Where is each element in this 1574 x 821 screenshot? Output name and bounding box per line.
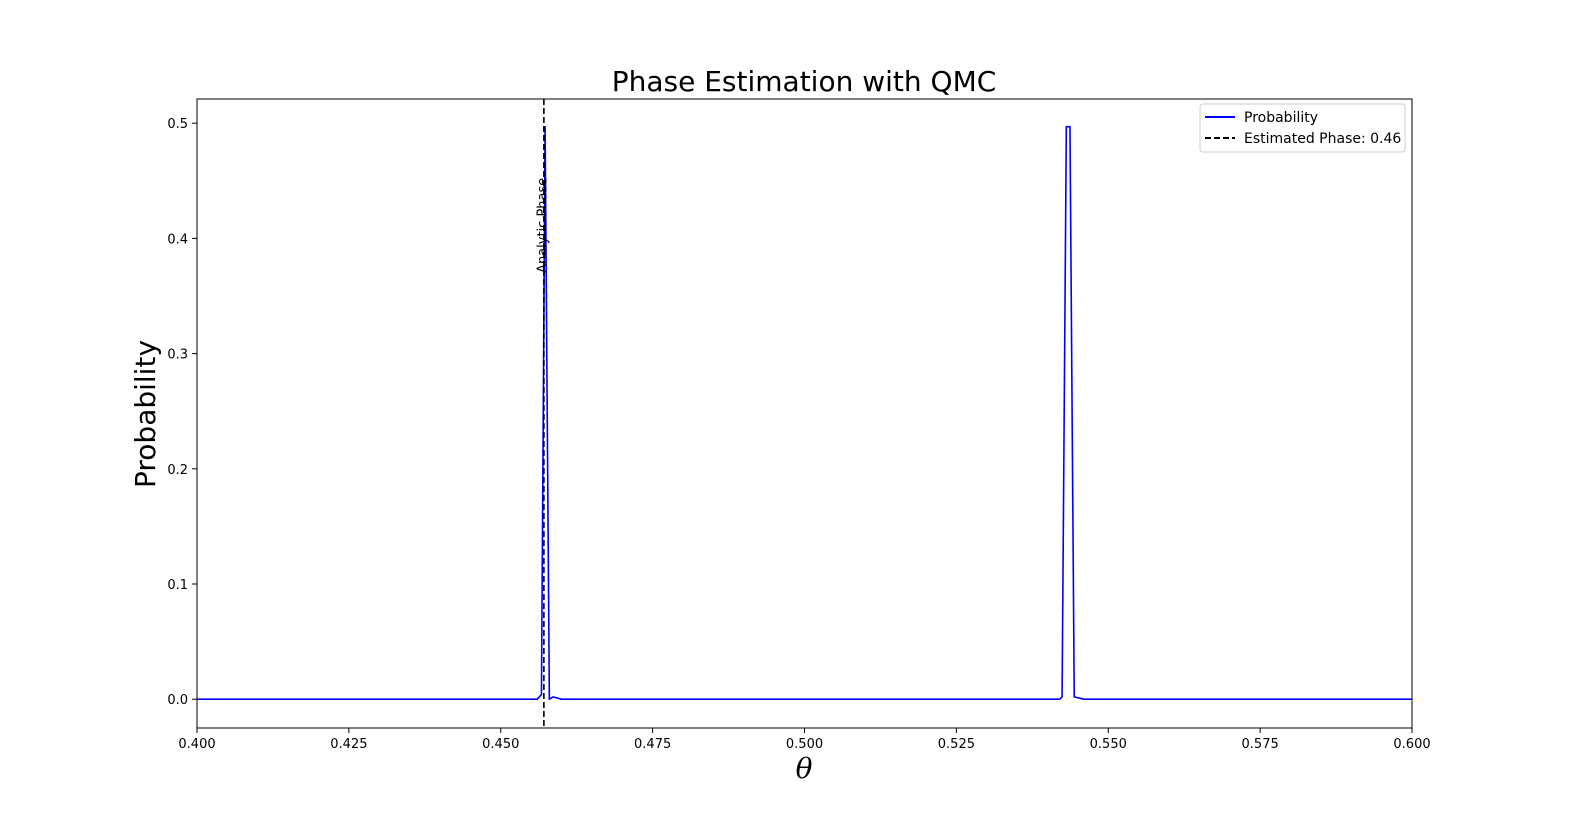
x-tick-label: 0.425: [330, 737, 367, 752]
x-axis-ticks: 0.400 0.425 0.450 0.475 0.500 0.525 0.550 0.575…: [178, 728, 1431, 752]
legend: Probability Estimated Phase: 0.46: [1199, 103, 1406, 153]
x-axis-label: θ: [796, 752, 813, 785]
plot-area: [197, 99, 1412, 728]
legend-probability-label: Probability: [1244, 110, 1318, 126]
x-tick-label: 0.450: [482, 737, 519, 752]
y-tick-label: 0.1: [167, 578, 188, 593]
x-tick-label: 0.525: [938, 737, 975, 752]
y-tick-label: 0.0: [167, 693, 188, 708]
x-tick-label: 0.500: [786, 737, 823, 752]
x-tick-label: 0.475: [634, 737, 671, 752]
series-probability-line: [197, 125, 1412, 701]
y-tick-label: 0.4: [167, 232, 188, 247]
x-tick-label: 0.550: [1090, 737, 1127, 752]
annotations: Analytic Phase: [535, 178, 550, 273]
y-tick-label: 0.5: [167, 117, 188, 132]
x-tick-label: 0.400: [178, 737, 215, 752]
analytic-phase-annotation: Analytic Phase: [535, 178, 550, 273]
legend-estimated-phase-label: Estimated Phase: 0.46: [1244, 131, 1401, 147]
x-tick-label: 0.575: [1242, 737, 1279, 752]
x-tick-label: 0.600: [1393, 737, 1430, 752]
y-axis-ticks: 0.0 0.1 0.2 0.3 0.4 0.5: [167, 117, 197, 708]
legend-box: [1199, 103, 1406, 153]
y-axis-label: Probability: [129, 340, 162, 488]
y-tick-label: 0.3: [167, 348, 188, 363]
y-tick-label: 0.2: [167, 463, 188, 478]
chart-title: Phase Estimation with QMC: [612, 65, 997, 98]
axes-frame: [196, 98, 1413, 729]
